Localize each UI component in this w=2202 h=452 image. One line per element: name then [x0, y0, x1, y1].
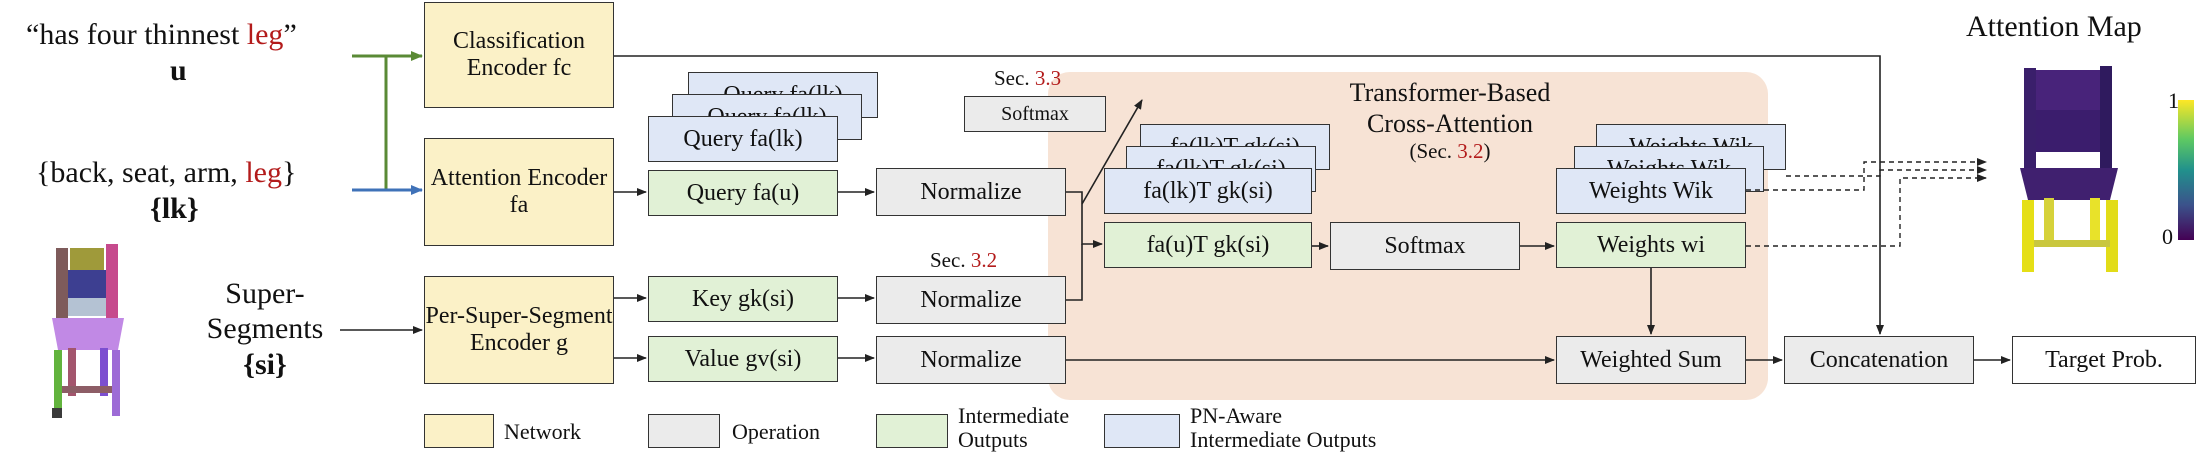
legend-network-swatch — [424, 414, 494, 448]
colorbar-max: 1 — [2168, 88, 2179, 113]
super-segments-label: Super- Segments {si} — [206, 277, 324, 381]
weights-i: Weights wi — [1556, 222, 1746, 268]
legend-operation-swatch — [648, 414, 720, 448]
key-block: Key gk(si) — [648, 276, 838, 322]
panel-subtitle: (Sec. 3.2) — [1409, 139, 1491, 164]
panel-title: Transformer-Based Cross-Attention (Sec. … — [1300, 78, 1600, 164]
attention-map-chair-image — [2020, 66, 2118, 272]
legend-intermediate-label: Intermediate Outputs — [958, 403, 1070, 452]
weighted-sum: Weighted Sum — [1556, 336, 1746, 384]
per-super-segment-encoder: Per-Super-Segment Encoder g — [424, 276, 614, 384]
legend-pn-aware-label: PN-Aware Intermediate Outputs — [1190, 403, 1377, 452]
part-labels-input: {back, seat, arm, leg} — [36, 156, 297, 189]
dot-u: fa(u)T gk(si) — [1104, 222, 1312, 268]
lk-symbol: {lk} — [150, 192, 199, 225]
text-query-input: “has four thinnest leg” — [26, 18, 297, 51]
panel-title-line-1: Transformer-Based — [1349, 78, 1551, 107]
classification-encoder: Classification Encoder fc — [424, 2, 614, 108]
dot-lk: fa(lk)T gk(si) — [1104, 168, 1312, 214]
query-lk: Query fa(lk) — [648, 116, 838, 162]
softmax: Softmax — [1330, 222, 1520, 270]
attention-encoder: Attention Encoder fa — [424, 138, 614, 246]
query-u: Query fa(u) — [648, 170, 838, 216]
sec-3-2-label: Sec. 3.2 — [930, 248, 998, 272]
value-block: Value gv(si) — [648, 336, 838, 382]
normalize-query: Normalize — [876, 168, 1066, 216]
normalize-value: Normalize — [876, 336, 1066, 384]
normalize-key: Normalize — [876, 276, 1066, 324]
legend-pn-aware-swatch — [1104, 414, 1180, 448]
u-symbol: u — [170, 54, 187, 87]
legend-intermediate-swatch — [876, 414, 948, 448]
panel-title-line-2: Cross-Attention — [1366, 108, 1534, 138]
weights-ik: Weights Wik — [1556, 168, 1746, 214]
segmented-chair-image — [52, 244, 124, 418]
softmax-small: Softmax — [964, 96, 1106, 132]
sec-3-3-label: Sec. 3.3 — [994, 66, 1062, 90]
attention-map-title: Attention Map — [1966, 10, 2142, 43]
colorbar — [2178, 100, 2194, 240]
legend-network-label: Network — [504, 419, 581, 444]
concatenation: Concatenation — [1784, 336, 1974, 384]
legend-operation-label: Operation — [732, 419, 820, 444]
colorbar-min: 0 — [2162, 224, 2173, 249]
target-probability: Target Prob. — [2012, 336, 2196, 384]
